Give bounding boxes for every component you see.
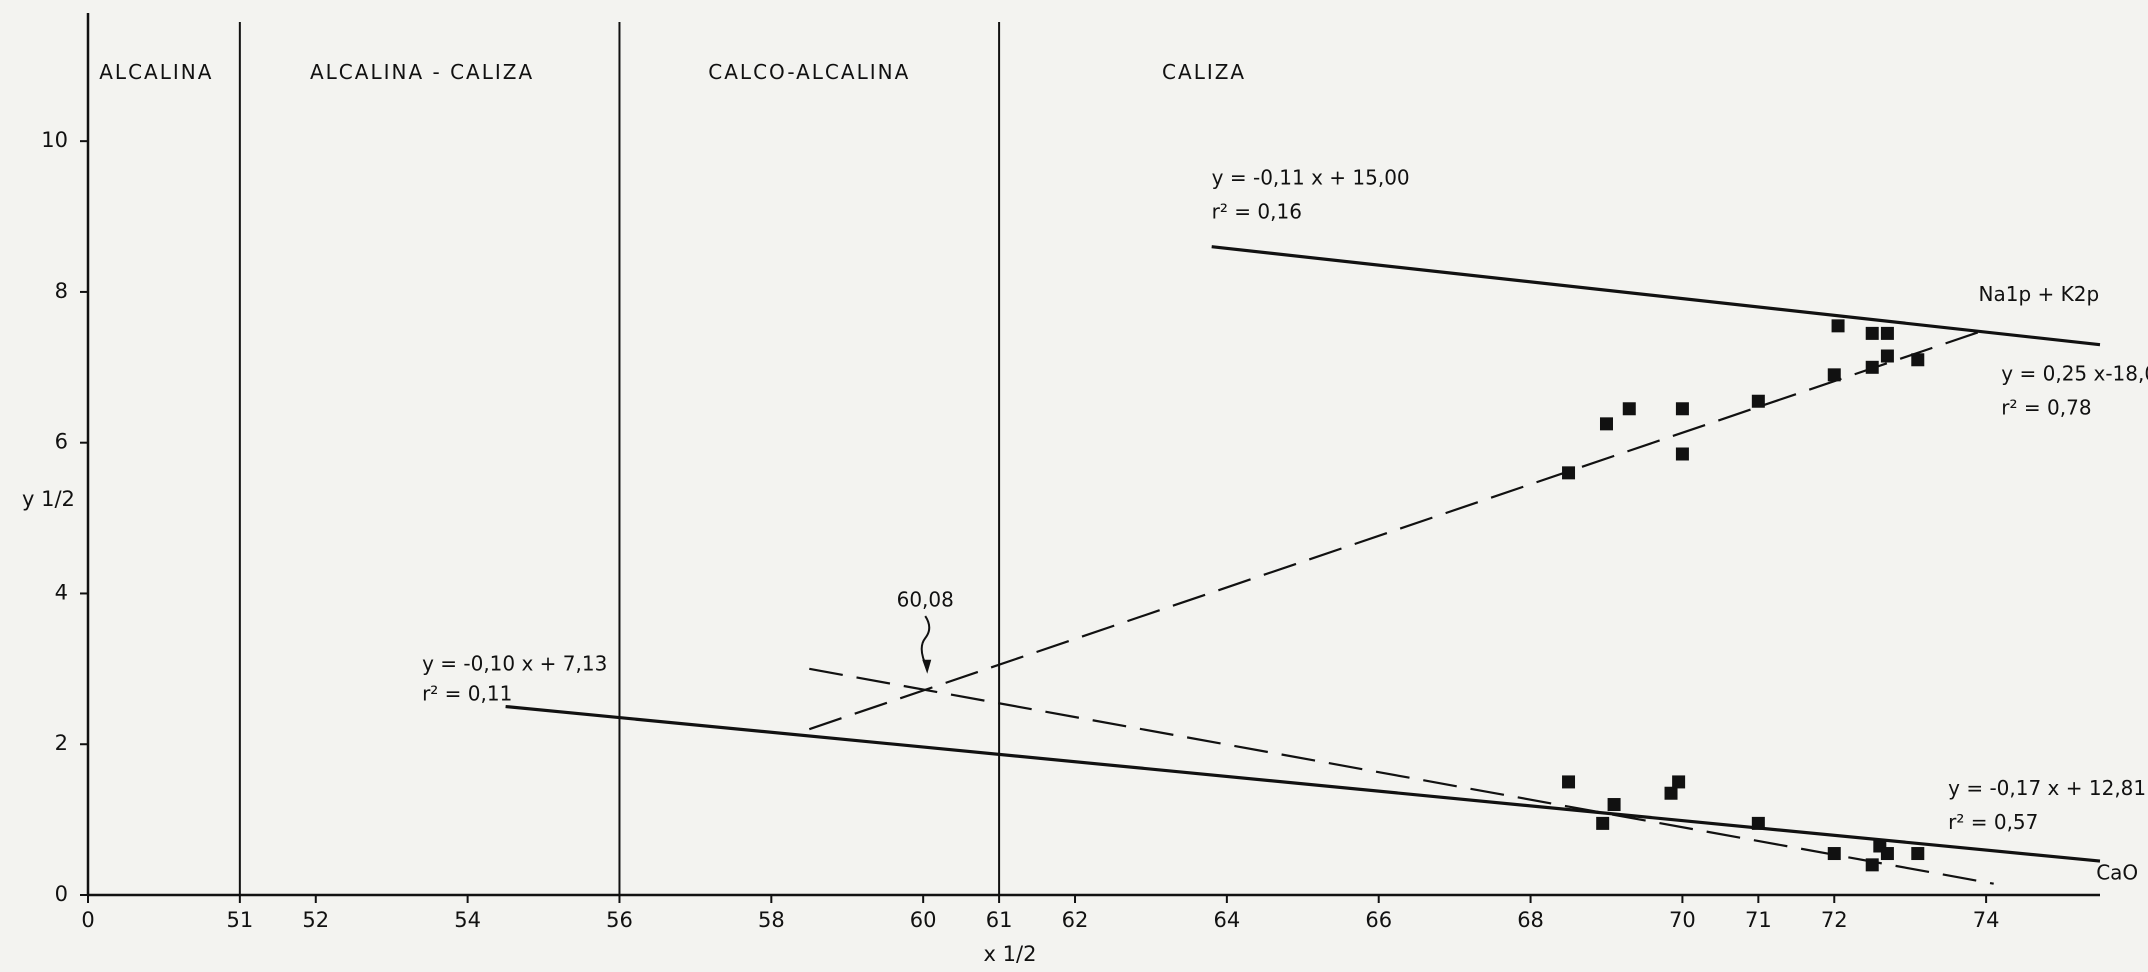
x-tick-label: 70 <box>1669 908 1696 932</box>
data-point <box>1751 394 1765 408</box>
x-tick-label: 58 <box>758 908 785 932</box>
data-point <box>1880 847 1894 861</box>
data-point <box>1664 786 1678 800</box>
region-label: ALCALINA <box>99 60 213 84</box>
y-tick-label: 0 <box>55 882 68 906</box>
data-point <box>1865 326 1879 340</box>
data-point <box>1911 353 1925 367</box>
data-point <box>1622 402 1636 416</box>
data-point <box>1675 447 1689 461</box>
x-tick-label: 72 <box>1821 908 1848 932</box>
data-point <box>1880 349 1894 363</box>
x-tick-label: 60 <box>910 908 937 932</box>
data-point <box>1596 816 1610 830</box>
series-label: CaO <box>2096 860 2138 884</box>
data-point <box>1865 360 1879 374</box>
x-tick-label: 54 <box>454 908 481 932</box>
x-tick-label: 56 <box>606 908 633 932</box>
x-tick-label: 61 <box>986 908 1013 932</box>
y-tick-label: 8 <box>55 279 68 303</box>
fit-equation: y = -0,17 x + 12,81 <box>1948 776 2146 800</box>
data-point <box>1751 816 1765 830</box>
data-point <box>1675 402 1689 416</box>
data-point <box>1827 368 1841 382</box>
data-point <box>1865 858 1879 872</box>
x-tick-label: 64 <box>1214 908 1241 932</box>
fit-r2: r² = 0,16 <box>1212 199 1302 223</box>
y-axis-label: y 1/2 <box>22 487 75 511</box>
intersection-arrowhead <box>922 659 932 674</box>
y-tick-label: 6 <box>55 430 68 454</box>
data-point <box>1599 417 1613 431</box>
x-tick-label: 52 <box>302 908 329 932</box>
data-point <box>1831 319 1845 333</box>
data-point <box>1827 847 1841 861</box>
y-tick-label: 4 <box>55 580 68 604</box>
dashed-fit-line <box>809 667 1994 885</box>
x-tick-label: 66 <box>1365 908 1392 932</box>
intersection-label: 60,08 <box>897 588 954 612</box>
data-point <box>1562 466 1576 480</box>
region-label: CALIZA <box>1162 60 1246 84</box>
fit-equation: y = 0,25 x-18,03 <box>2001 361 2148 385</box>
x-tick-label: 71 <box>1745 908 1772 932</box>
fit-equation: y = -0,10 x + 7,13 <box>422 652 607 676</box>
fit-line <box>1211 245 2101 347</box>
series-label: Na1p + K2p <box>1979 282 2100 306</box>
data-point <box>1562 775 1576 789</box>
region-label: ALCALINA - CALIZA <box>310 60 534 84</box>
data-point <box>1607 798 1621 812</box>
y-tick-label: 10 <box>41 128 68 152</box>
fit-r2: r² = 0,11 <box>422 682 512 706</box>
x-tick-label: 0 <box>81 908 94 932</box>
data-point <box>1672 775 1686 789</box>
data-point <box>1911 847 1925 861</box>
fit-r2: r² = 0,57 <box>1948 810 2038 834</box>
x-tick-label: 68 <box>1517 908 1544 932</box>
x-tick-label: 74 <box>1973 908 2000 932</box>
x-axis-label: x 1/2 <box>984 942 1037 966</box>
fit-equation: y = -0,11 x + 15,00 <box>1212 165 1410 189</box>
intersection-arrow <box>920 615 931 669</box>
dashed-fit-line <box>808 328 1987 731</box>
fit-line <box>505 704 2101 863</box>
x-tick-label: 51 <box>226 908 253 932</box>
x-tick-label: 62 <box>1062 908 1089 932</box>
fit-r2: r² = 0,78 <box>2001 395 2091 419</box>
data-point <box>1880 326 1894 340</box>
region-label: CALCO-ALCALINA <box>708 60 910 84</box>
y-tick-label: 2 <box>55 731 68 755</box>
